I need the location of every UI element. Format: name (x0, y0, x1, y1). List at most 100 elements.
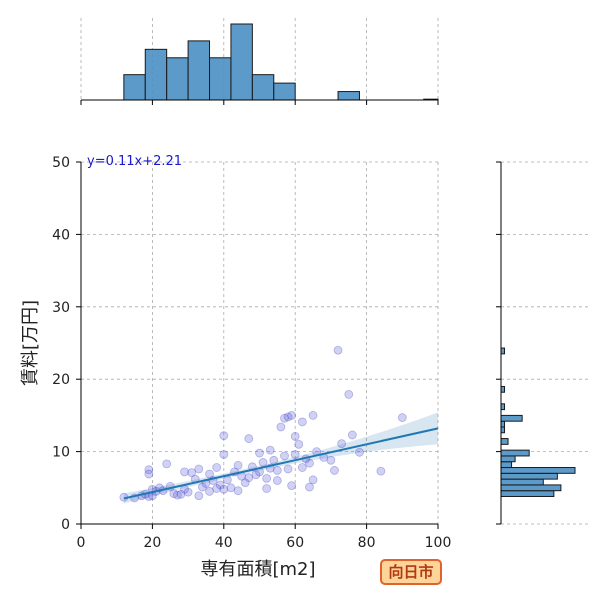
data-point (205, 487, 214, 496)
histogram-bar (500, 426, 506, 434)
data-point (330, 466, 339, 475)
data-point (212, 484, 222, 493)
data-point (215, 480, 225, 490)
data-point (187, 468, 197, 477)
data-point (297, 463, 307, 472)
histogram-bar (500, 449, 530, 457)
data-point (283, 412, 293, 422)
data-point (244, 473, 254, 483)
data-point (240, 478, 250, 488)
data-point (305, 458, 314, 468)
histogram-bar (500, 478, 544, 486)
right-histogram (496, 161, 590, 525)
x-tick-label: 40 (215, 535, 233, 551)
y-tick-label: 50 (52, 155, 70, 171)
data-point (283, 464, 293, 474)
data-point (205, 469, 214, 479)
data-point (308, 410, 318, 420)
x-tick-label: 60 (286, 535, 304, 551)
data-point (294, 439, 304, 449)
data-point (272, 476, 282, 485)
data-point (176, 489, 186, 499)
data-point (305, 482, 314, 492)
histogram-bar (123, 74, 146, 101)
city-badge: 向日市 (380, 559, 442, 585)
data-point (255, 448, 264, 458)
histogram-bar (144, 48, 168, 101)
data-point (222, 475, 232, 485)
histogram-bar (500, 455, 516, 463)
data-point (183, 487, 193, 497)
y-tick-label: 10 (52, 445, 70, 461)
data-point (290, 450, 300, 459)
data-point (344, 390, 354, 399)
histogram-bar (500, 414, 523, 422)
histogram-bar (187, 40, 211, 101)
data-point (326, 455, 336, 465)
data-point (355, 447, 364, 457)
data-point (290, 431, 300, 441)
data-point (337, 439, 347, 449)
top-histogram (80, 18, 439, 105)
data-point (287, 481, 297, 491)
scatter-points (119, 345, 407, 503)
fit-line (123, 427, 439, 500)
data-point (251, 470, 261, 480)
histogram-bar (500, 472, 558, 480)
histogram-bar (500, 461, 513, 469)
data-point (219, 484, 229, 494)
y-tick-label: 0 (61, 517, 70, 533)
main-axes: 0 20 40 60 80 100 0 10 20 30 40 50 (52, 155, 451, 551)
data-point (219, 450, 229, 459)
data-point (262, 484, 272, 493)
histogram-bar (337, 91, 360, 101)
x-tick-label: 20 (143, 535, 161, 551)
data-point (162, 459, 172, 469)
data-point (272, 466, 282, 475)
data-point (297, 417, 307, 427)
histogram-bar (273, 82, 296, 101)
regression-line (123, 427, 439, 500)
histogram-bar (500, 438, 509, 445)
data-point (265, 445, 275, 455)
data-point (287, 410, 297, 420)
data-point (269, 455, 279, 465)
data-point (233, 486, 243, 496)
data-point (347, 430, 357, 440)
data-point (333, 345, 343, 355)
data-point (169, 489, 179, 498)
data-point (244, 434, 254, 443)
data-point (144, 465, 154, 475)
data-point (194, 491, 204, 501)
y-tick-label: 30 (52, 300, 70, 316)
histogram-bar (166, 57, 189, 101)
histogram-bar (500, 403, 506, 411)
histogram-bar (209, 57, 232, 101)
data-point (212, 463, 222, 472)
data-point (233, 460, 243, 470)
data-point (308, 475, 318, 485)
x-tick-label: 0 (77, 535, 86, 551)
histogram-bar (500, 385, 506, 393)
data-point (276, 422, 286, 432)
histogram-bar (500, 467, 576, 474)
data-point (258, 458, 268, 467)
histogram-bar (500, 490, 555, 497)
histogram-bar (230, 23, 253, 101)
data-point (197, 482, 207, 492)
data-point (280, 451, 289, 461)
data-point (219, 431, 229, 441)
x-axis-label: 専有面積[m2] (200, 559, 315, 580)
histogram-bar (500, 484, 562, 492)
data-point (180, 467, 189, 477)
regression-equation: y=0.11x+2.21 (87, 154, 182, 169)
histogram-bar (251, 74, 275, 101)
y-tick-label: 40 (52, 227, 70, 243)
data-point (226, 483, 236, 493)
data-point (262, 473, 272, 483)
histogram-bar (500, 420, 506, 428)
data-point (397, 413, 407, 422)
y-tick-label: 20 (52, 372, 70, 388)
data-point (172, 490, 182, 500)
